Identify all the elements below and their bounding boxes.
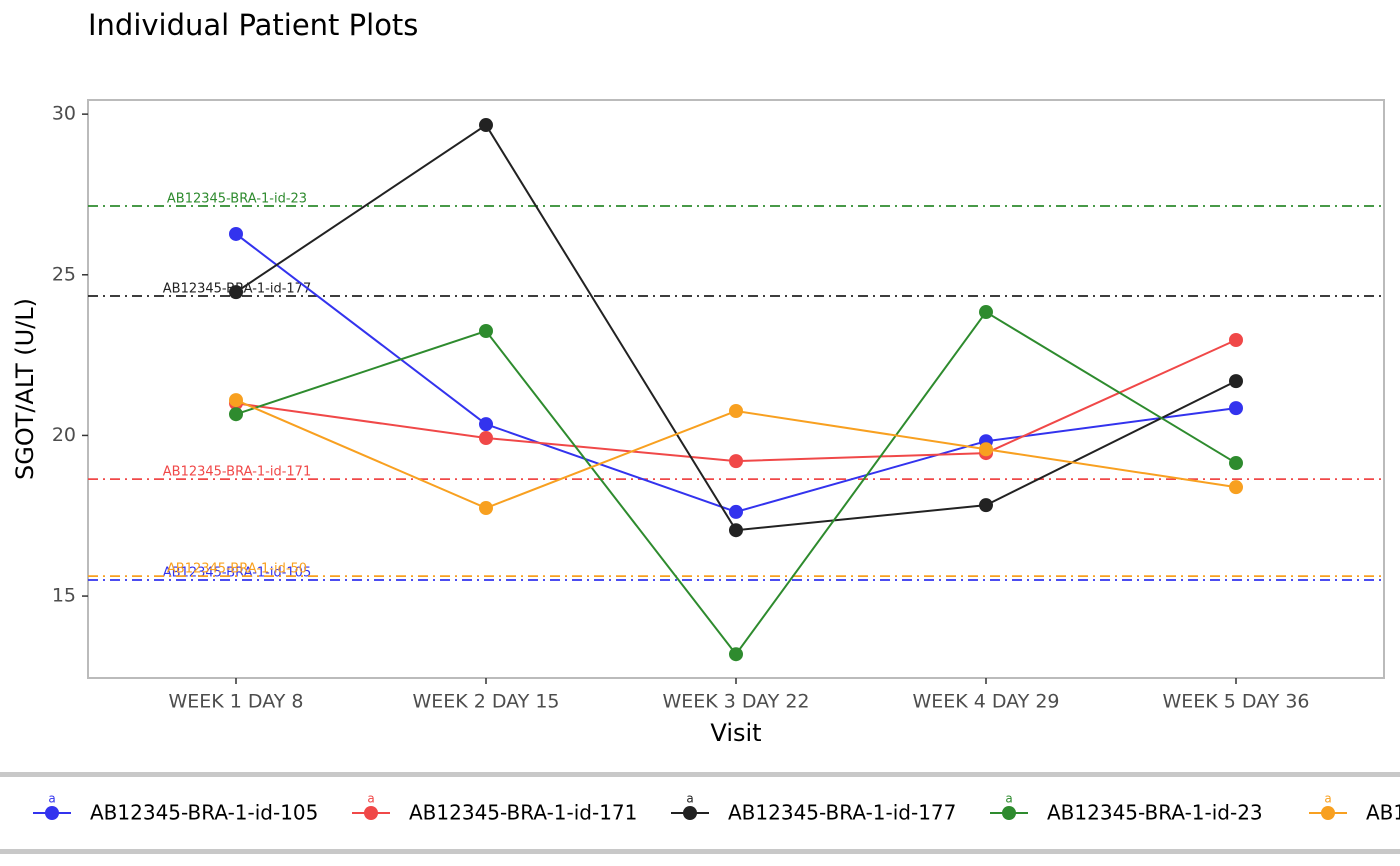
data-point	[229, 285, 243, 300]
data-point	[479, 324, 493, 339]
legend-key-text: a	[686, 792, 693, 806]
data-point	[729, 404, 743, 419]
legend-key-point	[1321, 806, 1335, 820]
x-tick-label: WEEK 1 DAY 8	[169, 691, 304, 713]
legend-label: AB12345-BRA-1-id-171	[409, 801, 637, 825]
data-point	[729, 454, 743, 469]
legend-key-text: a	[48, 792, 55, 806]
legend-key-point	[364, 806, 378, 820]
data-point	[1229, 456, 1243, 471]
legend-label: AB12345-BRA-1-id-50	[1366, 801, 1400, 825]
series-line	[235, 310, 1237, 656]
data-point	[1229, 401, 1243, 416]
legend-label: AB12345-BRA-1-id-23	[1047, 801, 1263, 825]
x-tick-label: WEEK 2 DAY 15	[412, 691, 559, 713]
data-point	[229, 226, 243, 241]
threshold-label: AB12345-BRA-1-id-171	[163, 465, 311, 480]
plot-panel	[87, 99, 1385, 679]
data-point	[979, 305, 993, 320]
legend-label: AB12345-BRA-1-id-177	[728, 801, 956, 825]
legend-key-point	[1002, 806, 1016, 820]
threshold-label: AB12345-BRA-1-id-50	[167, 562, 307, 577]
data-point	[1229, 480, 1243, 495]
y-tick-label: 20	[52, 424, 76, 446]
series-line	[235, 123, 1237, 532]
legend-key-text: a	[1324, 792, 1331, 806]
legend-key-point	[45, 806, 59, 820]
data-point	[979, 442, 993, 457]
data-point	[1229, 374, 1243, 389]
legend-border	[0, 772, 1400, 777]
chart-title: Individual Patient Plots	[88, 8, 418, 42]
data-point	[479, 430, 493, 445]
data-point	[729, 523, 743, 538]
data-point	[229, 393, 243, 408]
threshold-label: AB12345-BRA-1-id-23	[167, 192, 307, 207]
data-point	[229, 407, 243, 422]
y-tick-label: 15	[52, 585, 76, 607]
x-tick-label: WEEK 3 DAY 22	[662, 691, 809, 713]
x-tick-label: WEEK 5 DAY 36	[1162, 691, 1309, 713]
data-point	[1229, 333, 1243, 348]
data-point	[729, 504, 743, 519]
x-axis-title: Visit	[710, 719, 761, 747]
data-point	[979, 498, 993, 513]
series-line	[235, 339, 1237, 463]
data-point	[729, 647, 743, 662]
legend-key-text: a	[367, 792, 374, 806]
legend-key-text: a	[1005, 792, 1012, 806]
data-point	[479, 501, 493, 516]
legend-border	[0, 849, 1400, 854]
y-tick-label: 25	[52, 263, 76, 285]
y-tick-label: 30	[52, 103, 76, 125]
data-point	[479, 417, 493, 432]
legend-key-point	[683, 806, 697, 820]
x-tick-label: WEEK 4 DAY 29	[912, 691, 1059, 713]
legend-label: AB12345-BRA-1-id-105	[90, 801, 318, 825]
y-axis-title: SGOT/ALT (U/L)	[11, 298, 39, 480]
data-point	[479, 118, 493, 133]
